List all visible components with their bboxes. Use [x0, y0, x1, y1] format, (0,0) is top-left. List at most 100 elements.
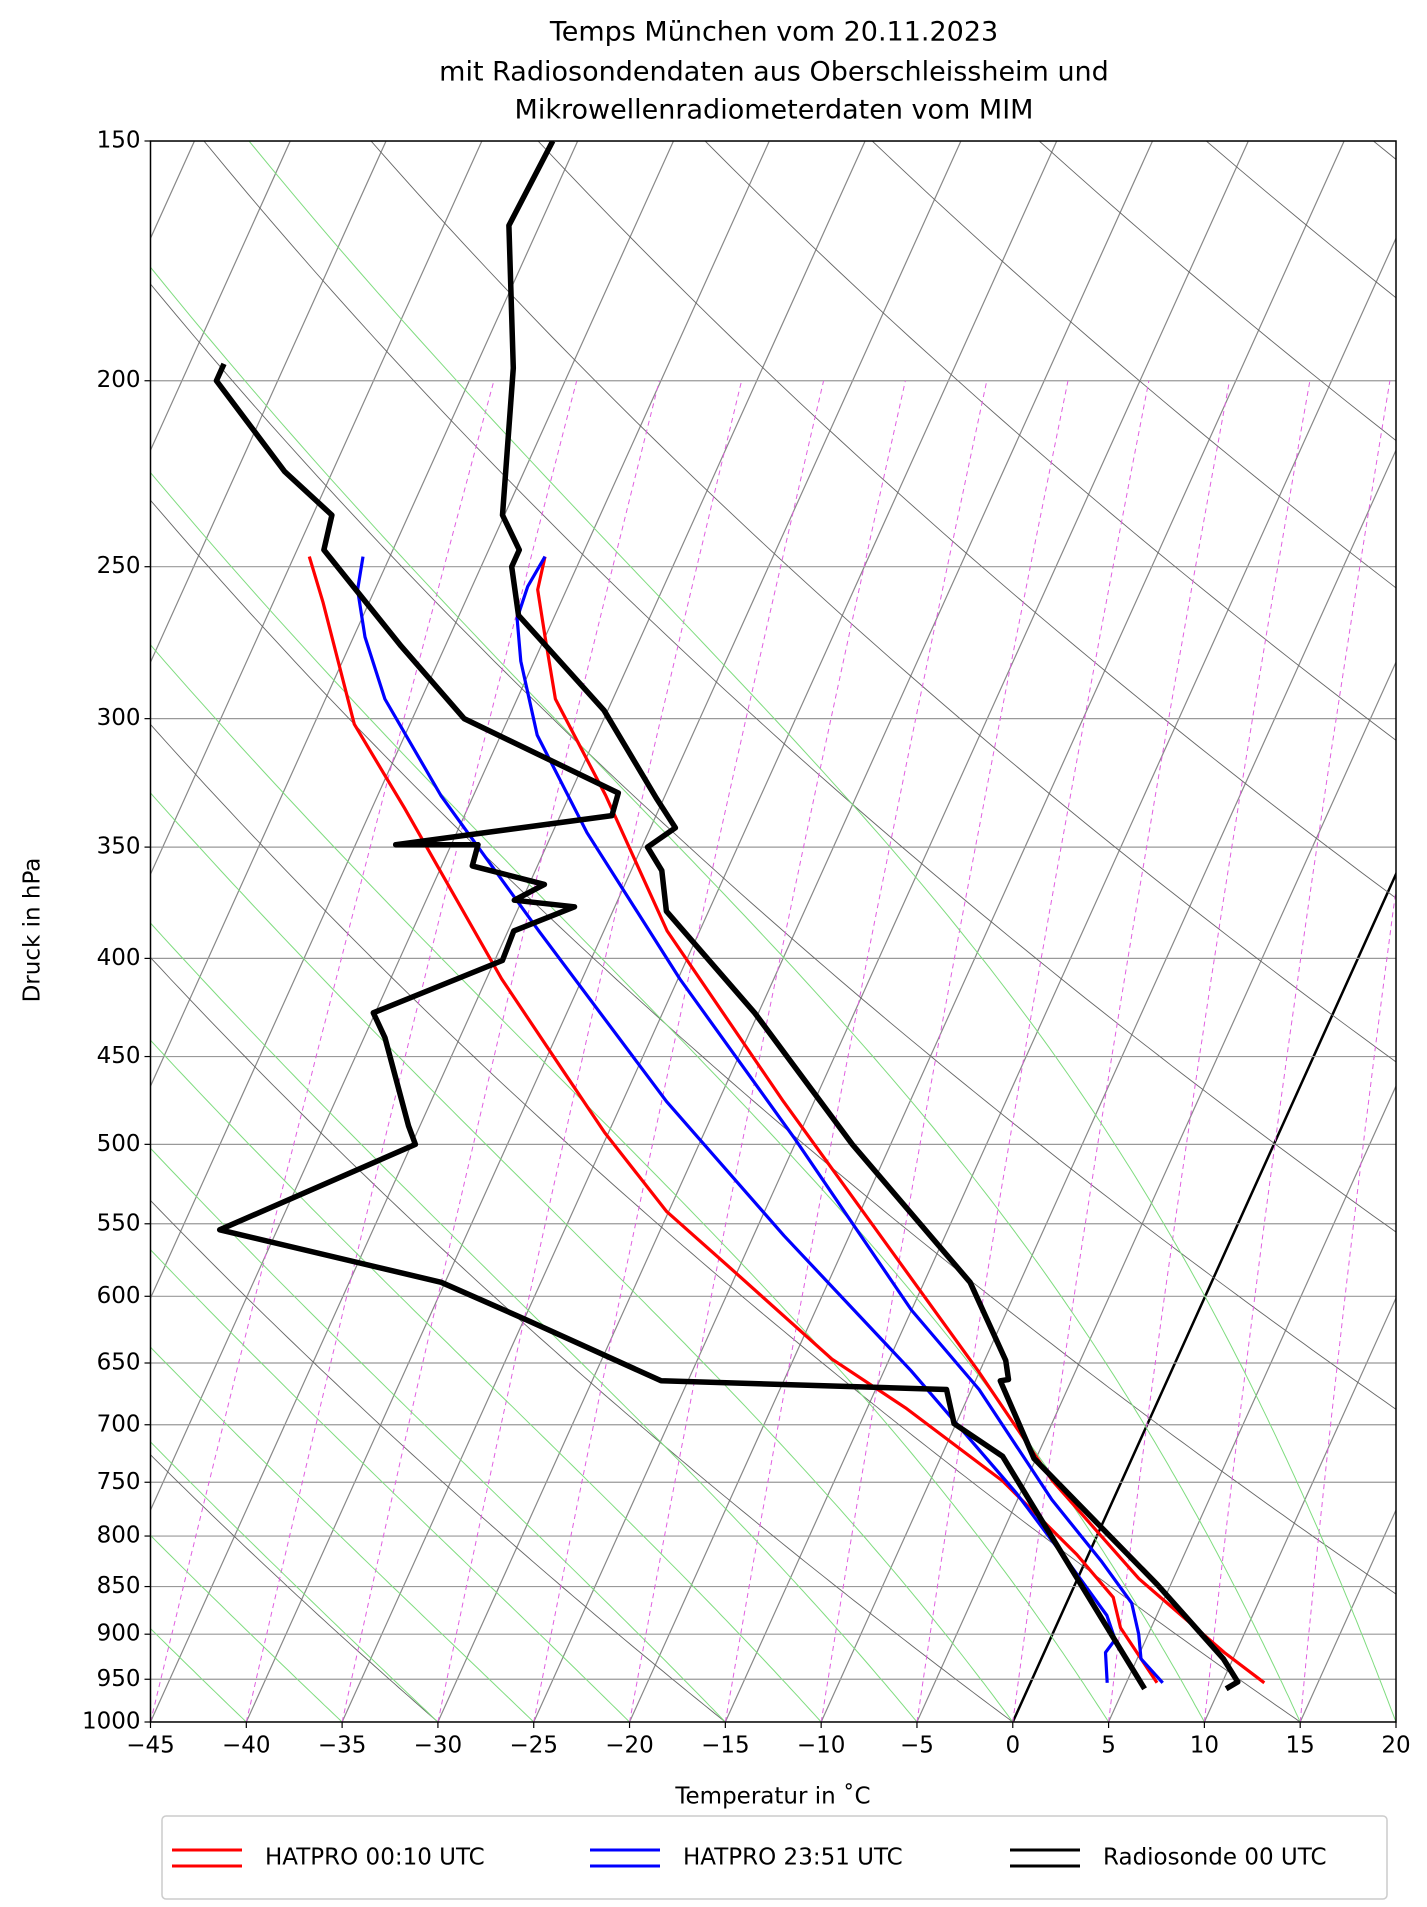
legend-box	[161, 1815, 1388, 1900]
y-tick-label: 600	[97, 1283, 141, 1309]
dry-adiabat	[1373, 141, 1396, 160]
mixing-ratio-line	[245, 380, 578, 1722]
x-tick-label: −30	[414, 1733, 463, 1759]
mixing-ratio-line	[1012, 380, 1230, 1722]
temperature-line	[499, 141, 1241, 1692]
isotherm	[150, 141, 675, 1300]
dry-adiabat	[150, 1454, 439, 1722]
y-tick-label: 650	[97, 1349, 141, 1375]
y-axis-label: Druck in hPa	[20, 858, 46, 1003]
mixing-ratio-line	[724, 380, 988, 1722]
temperature-line	[515, 555, 1164, 1684]
temperature-line	[536, 556, 1266, 1685]
legend-label: HATPRO 00:10 UTC	[265, 1845, 485, 1871]
chart-title: Temps München vom 20.11.2023	[549, 17, 998, 48]
dry-adiabat	[150, 499, 1396, 1595]
y-tick-label: 150	[97, 128, 141, 154]
isotherm	[150, 141, 866, 1722]
isotherm	[0, 141, 3, 1722]
axes: 1502002503003504004505005506006507007508…	[82, 128, 1411, 1871]
mixing-ratio-line	[533, 380, 825, 1722]
x-axis-label: Temperatur in ˚C	[674, 1783, 870, 1810]
chart-title: Mikrowellenradiometerdaten vom MIM	[515, 95, 1034, 126]
x-tick-label: −25	[509, 1733, 558, 1759]
x-tick-label: 15	[1286, 1733, 1315, 1759]
y-tick-label: 800	[97, 1523, 141, 1549]
dewpoint-line	[356, 556, 1117, 1683]
mixing-ratio-line	[1203, 380, 1391, 1722]
moist-adiabat	[150, 1346, 535, 1722]
y-tick-label: 450	[97, 1043, 141, 1069]
y-tick-label: 850	[97, 1573, 141, 1599]
isotherm	[437, 141, 1154, 1722]
x-tick-label: −15	[701, 1733, 750, 1759]
isotherm	[1011, 871, 1396, 1722]
moist-adiabat	[150, 1147, 726, 1722]
isotherm	[628, 141, 1345, 1722]
mixing-ratio-line	[629, 380, 906, 1722]
x-tick-label: −45	[126, 1733, 175, 1759]
dewpoint-line	[307, 556, 1159, 1684]
mixing-ratio-line	[341, 380, 660, 1722]
y-tick-label: 750	[97, 1469, 141, 1495]
dry-adiabat	[150, 283, 1396, 1410]
isotherm	[724, 236, 1396, 1722]
legend-label: HATPRO 23:51 UTC	[683, 1845, 903, 1871]
isotherm	[150, 141, 770, 1512]
y-tick-label: 900	[97, 1621, 141, 1647]
dewpoint-line	[213, 362, 1147, 1691]
dry-adiabat	[537, 141, 1396, 899]
mixing-ratio-line	[1395, 1715, 1396, 1722]
mixing-ratio-line	[1299, 886, 1396, 1722]
y-tick-label: 950	[97, 1666, 141, 1692]
y-tick-label: 350	[97, 834, 141, 860]
dry-adiabat	[150, 1199, 726, 1722]
isotherm	[0, 141, 99, 1722]
isotherm	[245, 141, 962, 1722]
x-tick-label: 0	[1005, 1733, 1020, 1759]
moist-adiabat	[150, 792, 1014, 1722]
moist-adiabat	[150, 644, 1110, 1722]
moist-adiabat	[150, 266, 1301, 1722]
x-tick-label: 5	[1101, 1733, 1116, 1759]
x-tick-label: −20	[605, 1733, 654, 1759]
moist-adiabat	[150, 1039, 822, 1722]
isotherm	[916, 660, 1396, 1722]
moist-adiabat	[150, 1441, 439, 1722]
dry-adiabat	[150, 956, 1014, 1722]
isotherm	[150, 141, 483, 876]
mixing-ratio-line	[916, 380, 1150, 1722]
legend-label: Radiosonde 00 UTC	[1103, 1845, 1327, 1871]
moist-adiabat	[150, 922, 918, 1722]
chart-title: mit Radiosondendaten aus Oberschleisshei…	[439, 57, 1109, 88]
dry-adiabat	[1206, 141, 1396, 299]
isotherm	[1203, 1296, 1396, 1722]
y-tick-label: 300	[97, 705, 141, 731]
reference-lines	[0, 141, 1396, 1722]
x-tick-label: −35	[318, 1733, 367, 1759]
isotherm	[150, 141, 387, 664]
isotherm	[1108, 1084, 1396, 1722]
dry-adiabat	[704, 141, 1396, 741]
moist-adiabat	[150, 1534, 343, 1722]
y-tick-label: 550	[97, 1210, 141, 1236]
isotherm	[1395, 1720, 1396, 1722]
y-tick-label: 1000	[82, 1709, 141, 1735]
mixing-ratio-line	[1108, 380, 1311, 1722]
dry-adiabat	[370, 141, 1396, 1063]
isotherm	[820, 448, 1396, 1722]
isotherm	[533, 141, 1249, 1722]
dry-adiabat	[150, 723, 1301, 1722]
isotherm	[1299, 1508, 1396, 1722]
y-tick-label: 400	[97, 945, 141, 971]
isotherm	[341, 141, 1058, 1722]
y-tick-label: 700	[97, 1411, 141, 1437]
y-tick-label: 500	[97, 1131, 141, 1157]
y-tick-label: 200	[97, 367, 141, 393]
y-tick-label: 250	[97, 553, 141, 579]
moist-adiabat	[150, 1249, 630, 1722]
profiles	[213, 141, 1266, 1692]
isotherm	[150, 141, 291, 452]
dry-adiabat	[203, 141, 1396, 1233]
